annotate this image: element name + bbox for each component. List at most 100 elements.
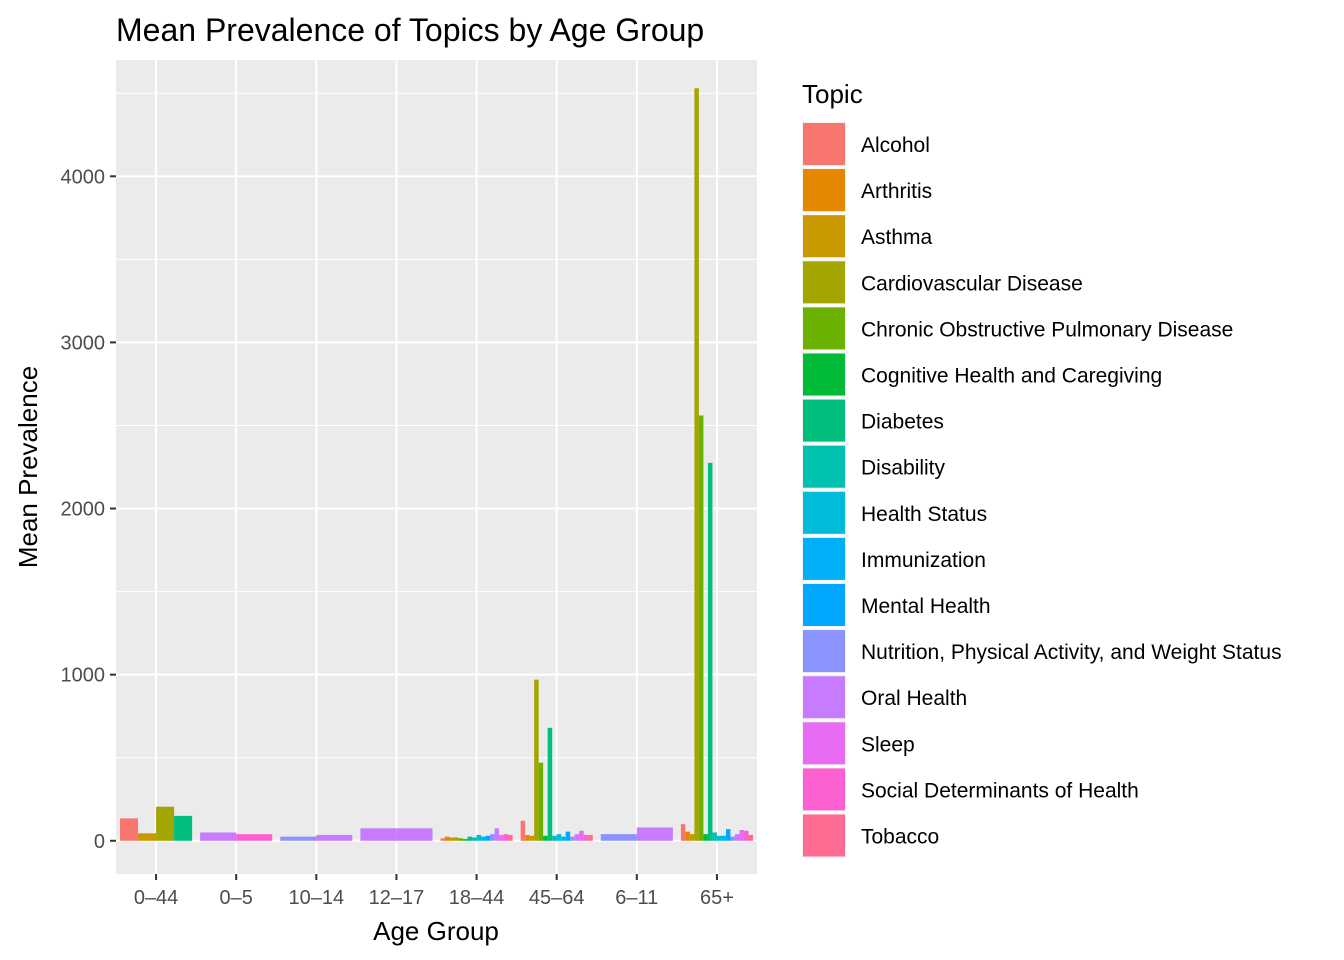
bar-18-44-health-status	[476, 834, 482, 841]
x-tick-label: 10–14	[289, 887, 345, 909]
bar-6-11-nutrition-physical-activity-and-weight-status	[600, 834, 637, 841]
bars	[120, 88, 753, 841]
bar-45-64-sleep	[579, 830, 584, 841]
bar-45-64-mental-health	[565, 831, 571, 841]
bar-12-17-oral-health	[360, 828, 397, 841]
bar-18-44-disability	[472, 837, 477, 841]
bar-18-44-asthma	[449, 837, 455, 841]
y-tick-label: 4000	[61, 166, 106, 188]
bar-18-44-nutrition-physical-activity-and-weight-status	[490, 834, 495, 841]
bar-65-oral-health	[734, 834, 740, 841]
bar-45-64-social-determinants-of-health	[583, 834, 589, 841]
legend-swatch-immunization	[803, 537, 845, 580]
bar-18-44-oral-health	[494, 828, 500, 841]
legend-swatch-disability	[803, 445, 845, 488]
bar-12-17-oral-health	[396, 828, 433, 841]
legend-label-asthma: Asthma	[861, 226, 933, 249]
bar-45-64-chronic-obstructive-pulmonary-disease	[538, 762, 544, 841]
bar-45-64-cardiovascular-disease	[534, 679, 539, 841]
y-axis: 0 1000 2000 3000 4000	[61, 166, 116, 853]
bar-0-5-social-determinants-of-health	[236, 834, 273, 841]
bar-18-44-tobacco	[508, 834, 513, 841]
bar-0-44-asthma	[138, 833, 157, 841]
bar-18-44-arthritis	[445, 836, 450, 841]
y-tick-label: 1000	[61, 665, 106, 687]
legend-label-disability: Disability	[861, 457, 946, 480]
legend-swatch-nutrition-physical-activity-and-weight-status	[803, 630, 845, 673]
x-tick-label: 65+	[700, 887, 734, 909]
bar-45-64-arthritis	[525, 834, 530, 841]
bar-45-64-alcohol	[520, 820, 526, 841]
bar-65-chronic-obstructive-pulmonary-disease	[698, 415, 704, 841]
legend-swatch-sleep	[803, 722, 845, 765]
legend-label-mental-health: Mental Health	[861, 595, 991, 618]
bar-18-44-diabetes	[467, 836, 473, 841]
bar-65-arthritis	[685, 831, 690, 841]
legend-label-cardiovascular-disease: Cardiovascular Disease	[861, 272, 1083, 295]
legend-label-social-determinants-of-health: Social Determinants of Health	[861, 779, 1139, 802]
legend-label-alcohol: Alcohol	[861, 134, 930, 157]
y-tick-label: 2000	[61, 499, 106, 521]
bar-10-14-oral-health	[316, 834, 353, 841]
legend-label-arthritis: Arthritis	[861, 180, 932, 203]
x-tick-label: 18–44	[449, 887, 505, 909]
grid-minor	[116, 92, 757, 759]
legend-items: Alcohol Arthritis Asthma Cardiovascular Dis…	[802, 122, 1282, 858]
bar-45-64-oral-health	[574, 834, 580, 841]
y-axis-title: Mean Prevalence	[13, 366, 43, 568]
legend-title: Topic	[802, 79, 863, 109]
bar-65-sleep	[739, 829, 744, 841]
bar-65-asthma	[689, 834, 695, 841]
legend-swatch-chronic-obstructive-pulmonary-disease	[803, 307, 845, 350]
bar-18-44-cognitive-health-and-caregiving	[463, 839, 468, 841]
bar-65-nutrition-physical-activity-and-weight-status	[730, 836, 735, 841]
bar-18-44-sleep	[499, 834, 504, 841]
bar-0-5-oral-health	[200, 832, 237, 841]
bar-65-cardiovascular-disease	[694, 88, 699, 841]
legend-label-immunization: Immunization	[861, 549, 986, 572]
legend-swatch-mental-health	[803, 584, 845, 626]
bar-45-64-cognitive-health-and-caregiving	[543, 835, 548, 841]
legend-label-diabetes: Diabetes	[861, 411, 944, 434]
y-tick-label: 0	[94, 831, 105, 853]
bar-45-64-nutrition-physical-activity-and-weight-status	[570, 836, 575, 841]
legend: Topic Alcohol Arthritis Asthma Cardiovascul…	[802, 79, 1282, 858]
legend-swatch-cognitive-health-and-caregiving	[803, 353, 845, 396]
x-tick-label: 0–44	[134, 887, 179, 909]
legend-label-nutrition-physical-activity-and-weight-status: Nutrition, Physical Activity, and Weight…	[861, 641, 1282, 664]
bar-18-44-immunization	[481, 836, 486, 841]
bar-65-alcohol	[680, 824, 686, 841]
legend-label-oral-health: Oral Health	[861, 687, 967, 710]
bar-65-mental-health	[725, 829, 731, 841]
bar-65-diabetes	[707, 462, 713, 841]
legend-label-health-status: Health Status	[861, 503, 987, 526]
legend-swatch-cardiovascular-disease	[803, 261, 845, 304]
bar-65-tobacco	[748, 834, 753, 841]
legend-swatch-arthritis	[803, 169, 845, 212]
bar-18-44-cardiovascular-disease	[454, 837, 459, 841]
x-axis: 0–44 0–5 10–14 12–17 18–44 45–64 6–11 65+	[134, 874, 734, 909]
chart-title: Mean Prevalence of Topics by Age Group	[116, 12, 704, 48]
legend-swatch-tobacco	[803, 814, 845, 857]
legend-swatch-asthma	[803, 215, 845, 258]
x-axis-title: Age Group	[373, 916, 499, 946]
legend-label-sleep: Sleep	[861, 733, 915, 756]
bar-0-44-cardiovascular-disease	[156, 806, 175, 841]
bar-18-44-mental-health	[485, 835, 491, 841]
bar-6-11-oral-health	[636, 827, 673, 841]
bar-45-64-diabetes	[547, 727, 553, 841]
bar-45-64-tobacco	[588, 834, 593, 841]
legend-label-chronic-obstructive-pulmonary-disease: Chronic Obstructive Pulmonary Disease	[861, 318, 1233, 341]
bar-45-64-immunization	[561, 836, 566, 841]
legend-swatch-diabetes	[803, 399, 845, 442]
x-tick-label: 6–11	[615, 887, 658, 909]
y-tick-label: 3000	[61, 332, 106, 354]
legend-swatch-health-status	[803, 491, 845, 534]
bar-10-14-nutrition-physical-activity-and-weight-status	[280, 836, 317, 841]
bar-65-health-status	[716, 835, 722, 841]
legend-swatch-social-determinants-of-health	[803, 768, 845, 811]
legend-label-tobacco: Tobacco	[861, 826, 939, 849]
bar-0-44-diabetes	[174, 815, 193, 841]
